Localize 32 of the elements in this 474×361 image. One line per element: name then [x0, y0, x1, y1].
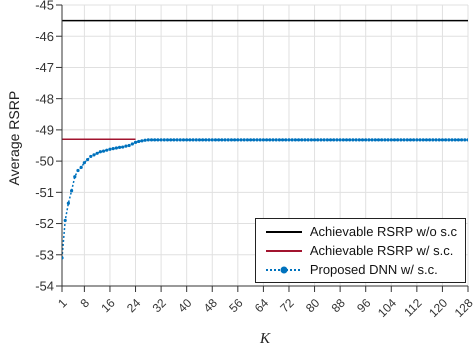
y-tick-label: -48: [35, 91, 54, 106]
x-tick-label: 40: [175, 296, 195, 316]
x-tick-label: 120: [426, 296, 450, 320]
y-tick-label: -45: [35, 0, 54, 13]
x-tick-label: 96: [354, 296, 374, 316]
y-tick-label: -50: [35, 154, 54, 169]
x-tick-label: 104: [374, 296, 400, 320]
x-tick-label: 24: [124, 296, 144, 316]
x-tick-label: 128: [452, 296, 474, 320]
x-tick-label: 1: [55, 296, 70, 311]
x-tick-label: 48: [200, 296, 220, 316]
y-tick-label: -51: [35, 184, 54, 200]
x-tick-label: 112: [401, 296, 425, 320]
y-tick-label: -46: [35, 28, 54, 44]
legend-label: Achievable RSRP w/ s.c.: [310, 243, 454, 258]
x-tick-label: 88: [328, 296, 348, 316]
legend-label: Proposed DNN w/ s.c.: [310, 262, 438, 277]
y-axis-title: Average RSRP: [6, 90, 22, 186]
y-tick-label: -54: [35, 278, 54, 294]
y-tick-label: -52: [35, 216, 54, 232]
x-tick-label: 72: [277, 296, 297, 316]
x-tick-label: 32: [150, 296, 170, 316]
y-tick-label: -49: [35, 122, 54, 138]
x-tick-label: 56: [226, 296, 246, 316]
legend-label: Achievable RSRP w/o s.c: [310, 224, 457, 239]
x-tick-label: 8: [78, 296, 92, 311]
y-tick-label: -53: [35, 247, 54, 262]
x-tick-label: 16: [98, 296, 118, 316]
y-tick-label: -47: [35, 60, 54, 76]
x-axis-title: K: [258, 331, 271, 347]
x-tick-label: 80: [302, 296, 323, 316]
x-tick-label: 64: [252, 296, 272, 316]
